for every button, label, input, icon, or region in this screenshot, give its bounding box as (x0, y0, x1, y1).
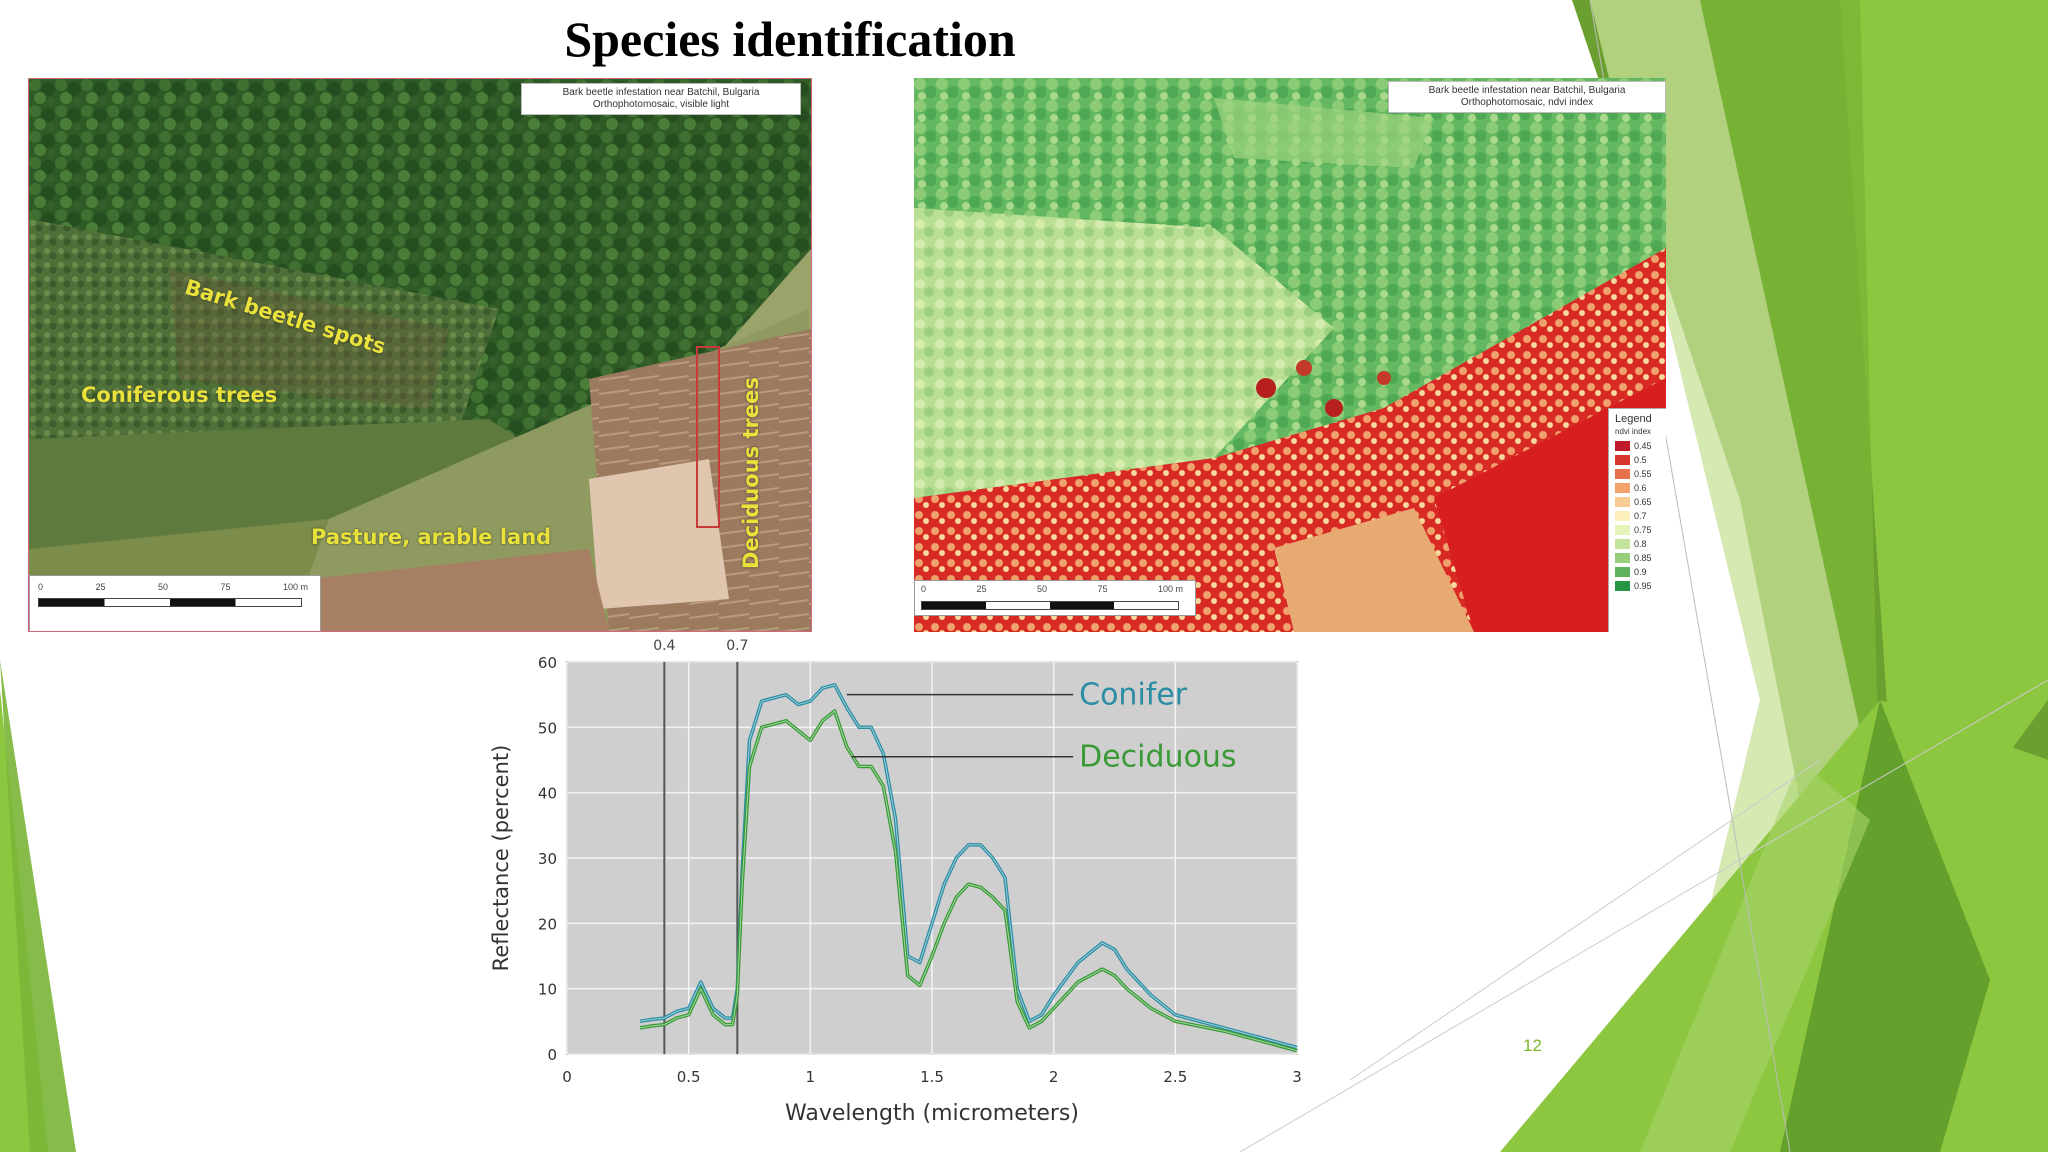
ortho-ndvi-caption-line2: Orthophotomosaic, ndvi index (1460, 97, 1594, 108)
scale-tick-75: 75 (220, 582, 231, 592)
ndvi-legend-item: 0.7 (1609, 509, 1666, 523)
ndvi-legend-label: 0.75 (1634, 525, 1652, 535)
label-coniferous-trees: Coniferous trees (81, 383, 278, 407)
ndvi-legend-label: 0.8 (1634, 539, 1647, 549)
ndvi-legend-item: 0.65 (1609, 495, 1666, 509)
ndvi-legend-title: Legend (1615, 413, 1652, 425)
ndvi-legend-label: 0.95 (1634, 581, 1652, 591)
chart-series-highlight-deciduous (639, 710, 1298, 1052)
scale-tick-0: 0 (38, 582, 44, 592)
left-green-shard-2 (0, 660, 76, 1152)
chart-x-tick-label: 1 (806, 1068, 816, 1086)
chart-y-tick-label: 0 (547, 1046, 557, 1064)
decor-line-1 (1239, 679, 2048, 1152)
ndvi-legend-item: 0.6 (1609, 481, 1666, 495)
chart-marker-label: 0.7 (726, 638, 748, 654)
ndvi-legend-swatch (1615, 553, 1630, 563)
ndvi-scale-bar-segments (921, 601, 1179, 610)
ndvi-scale-tick-75: 75 (1097, 584, 1108, 594)
slide-title: Species identification (564, 11, 1016, 67)
ndvi-legend-swatch (1615, 567, 1630, 577)
scale-tick-25: 25 (95, 582, 106, 592)
right-shard-light (1840, 0, 2048, 900)
ndvi-legend-item: 0.8 (1609, 537, 1666, 551)
ndvi-legend-swatch (1615, 455, 1630, 465)
chart-marker-label: 0.4 (653, 638, 675, 654)
ndvi-legend-swatch (1615, 497, 1630, 507)
ortho-ndvi-caption-line1: Bark beetle infestation near Batchil, Bu… (1428, 85, 1626, 96)
ndvi-legend-swatch (1615, 469, 1630, 479)
reflectance-chart: 0.4 0.7 0 10 20 30 40 50 60 0 0.5 1 1.5 2 2.5 3 Conife… (489, 638, 1302, 1126)
ndvi-scale-tick-50: 50 (1036, 584, 1047, 594)
ortho-visible-caption-line1: Bark beetle infestation near Batchil, Bu… (562, 87, 760, 98)
ndvi-legend-item: 0.55 (1609, 467, 1666, 481)
scale-tick-50: 50 (157, 582, 168, 592)
ortho-visible-scalebar: 0 25 50 75 100 m (29, 575, 321, 631)
ortho-visible-caption: Bark beetle infestation near Batchil, Bu… (521, 83, 801, 115)
ndvi-legend-swatch (1615, 441, 1630, 451)
chart-series-highlight-conifer (639, 684, 1298, 1048)
ortho-visible-caption-line2: Orthophotomosaic, visible light (592, 99, 730, 110)
ortho-ndvi-scalebar: 0 25 50 75 100 m (914, 580, 1196, 616)
ndvi-legend-item: 0.95 (1609, 579, 1666, 593)
chart-x-tick-label: 0.5 (677, 1068, 701, 1086)
ortho-visible-photo (29, 79, 811, 631)
ndvi-scale-tick-25: 25 (976, 584, 987, 594)
ndvi-legend-rows: 0.45 0.5 0.55 0.6 0.65 0.7 0.75 0.8 0.85 0.9 0.95 (1609, 439, 1666, 593)
scale-tick-100: 100 m (282, 582, 308, 592)
right-shard-glint (1640, 760, 1870, 1152)
ndvi-legend-swatch (1615, 483, 1630, 493)
decor-line-3 (1349, 759, 1821, 1081)
ndvi-legend-label: 0.7 (1634, 511, 1647, 521)
ndvi-legend-label: 0.45 (1634, 441, 1652, 451)
chart-x-axis-label: Wavelength (micrometers) (785, 1101, 1079, 1126)
ndvi-legend-label: 0.5 (1634, 455, 1647, 465)
ndvi-legend-swatch (1615, 511, 1630, 521)
chart-x-tick-label: 2 (1049, 1068, 1059, 1086)
chart-x-tick-label: 2.5 (1163, 1068, 1187, 1086)
chart-y-tick-label: 20 (538, 915, 557, 933)
ndvi-scale-tick-100: 100 m (1157, 584, 1183, 594)
ndvi-legend-label: 0.85 (1634, 553, 1652, 563)
ndvi-legend-item: 0.9 (1609, 565, 1666, 579)
chart-x-tick-label: 3 (1292, 1068, 1302, 1086)
ndvi-legend-item: 0.5 (1609, 453, 1666, 467)
ortho-visible-image: Bark beetle infestation near Batchil, Bu… (28, 78, 812, 632)
chart-y-tick-label: 30 (538, 850, 557, 868)
chart-y-tick-label: 50 (538, 719, 557, 737)
ndvi-legend: Legend ndvi index 0.45 0.5 0.55 0.6 0.65 0.7 0… (1608, 408, 1666, 632)
chart-y-tick-label: 40 (538, 785, 557, 803)
chart-legend-label-deciduous: Deciduous (1079, 740, 1236, 775)
right-shard-mid (1700, 0, 1880, 820)
ortho-ndvi-image: Bark beetle infestation near Batchil, Bu… (914, 78, 1666, 632)
ndvi-legend-label: 0.55 (1634, 469, 1652, 479)
ndvi-legend-item: 0.75 (1609, 523, 1666, 537)
ndvi-legend-item: 0.45 (1609, 439, 1666, 453)
chart-x-tick-label: 1.5 (920, 1068, 944, 1086)
ndvi-legend-swatch (1615, 539, 1630, 549)
chart-y-axis-label: Reflectance (percent) (489, 745, 513, 972)
ndvi-legend-label: 0.65 (1634, 497, 1652, 507)
chart-x-tick-label: 0 (562, 1068, 572, 1086)
ndvi-legend-swatch (1615, 525, 1630, 535)
ndvi-legend-item: 0.85 (1609, 551, 1666, 565)
ndvi-legend-subtitle: ndvi index (1615, 427, 1652, 436)
label-deciduous-trees: Deciduous trees (739, 377, 763, 569)
chart-y-tick-label: 10 (538, 981, 557, 999)
chart-y-tick-label: 60 (538, 654, 557, 672)
ndvi-legend-label: 0.6 (1634, 483, 1647, 493)
page-number: 12 (1523, 1036, 1542, 1055)
chart-legend-label-conifer: Conifer (1079, 678, 1188, 713)
ndvi-legend-label: 0.9 (1634, 567, 1647, 577)
ortho-ndvi-caption: Bark beetle infestation near Batchil, Bu… (1388, 81, 1666, 113)
ortho-ndvi-photo (914, 78, 1666, 632)
scale-bar-segments (38, 598, 302, 607)
right-shard-bottom-dark (1780, 700, 1990, 1152)
label-pasture-arable-land: Pasture, arable land (311, 525, 552, 549)
ndvi-legend-swatch (1615, 581, 1630, 591)
ndvi-scale-tick-0: 0 (921, 584, 927, 594)
